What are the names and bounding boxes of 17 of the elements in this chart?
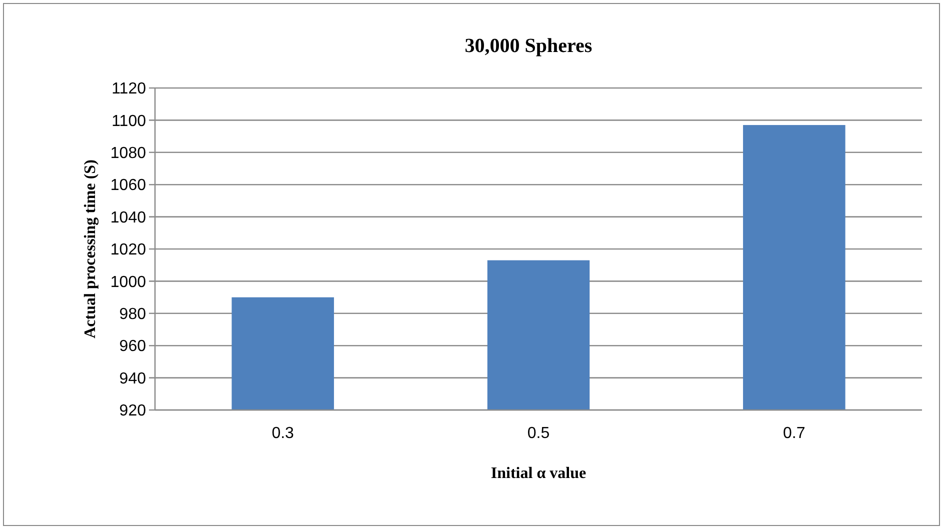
y-tick-label: 1120 — [112, 80, 146, 98]
y-tick-label: 1000 — [110, 274, 146, 291]
x-tick-label: 0.7 — [783, 425, 806, 442]
y-tick-label: 1060 — [110, 177, 146, 194]
x-axis-title: Initial α value — [490, 465, 586, 482]
x-tick-label: 0.3 — [272, 425, 294, 442]
y-tick-label: 980 — [119, 306, 146, 323]
y-tick-label: 1040 — [110, 209, 146, 226]
y-tick-label: 1080 — [110, 145, 146, 162]
y-tick-label: 920 — [119, 402, 146, 420]
y-tick-label: 1100 — [112, 112, 146, 130]
y-axis-title: Actual processing time (S) — [82, 160, 99, 338]
y-tick-label: 960 — [119, 338, 146, 356]
chart-title: 30,000 Spheres — [464, 35, 592, 57]
x-tick-label: 0.5 — [527, 425, 550, 442]
y-tick-label: 1020 — [110, 242, 146, 259]
y-tick-label: 940 — [119, 370, 146, 388]
